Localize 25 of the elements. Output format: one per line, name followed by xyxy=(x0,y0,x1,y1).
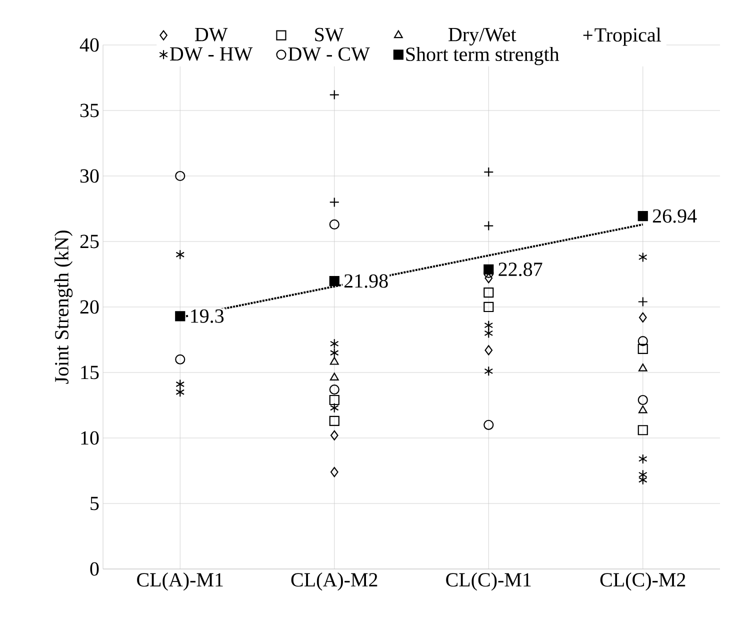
data-label: 26.94 xyxy=(652,209,697,223)
legend-label: DW - CW xyxy=(288,47,370,61)
y-tick-label: 30 xyxy=(80,169,99,183)
x-tick-label: CL(C)-M2 xyxy=(600,572,686,591)
legend-label: DW - HW xyxy=(170,47,253,61)
y-tick-label: 10 xyxy=(81,431,99,445)
data-label: 21.98 xyxy=(344,274,388,288)
x-tick-label: CL(A)-M2 xyxy=(291,572,378,591)
y-tick-label: 15 xyxy=(81,366,99,380)
legend-label: SW xyxy=(315,28,344,42)
legend-label: Dry/Wet xyxy=(448,28,516,46)
legend-label: Short term strength xyxy=(406,46,560,66)
y-tick-label: 40 xyxy=(80,38,99,52)
legend-label: Tropical xyxy=(594,28,661,46)
y-tick-label: 20 xyxy=(80,300,99,314)
data-label: 22.87 xyxy=(498,262,542,276)
y-tick-label: 35 xyxy=(80,104,99,118)
y-axis-title: Joint Strength (kN) xyxy=(54,230,73,384)
y-tick-label: 5 xyxy=(90,496,99,510)
legend-label: DW xyxy=(194,28,228,42)
y-tick-label: 0 xyxy=(90,562,99,576)
y-tick-label: 25 xyxy=(80,234,99,248)
x-tick-label: CL(C)-M1 xyxy=(446,572,531,591)
x-tick-label: CL(A)-M1 xyxy=(137,572,223,591)
data-label: 19.3 xyxy=(191,309,224,323)
